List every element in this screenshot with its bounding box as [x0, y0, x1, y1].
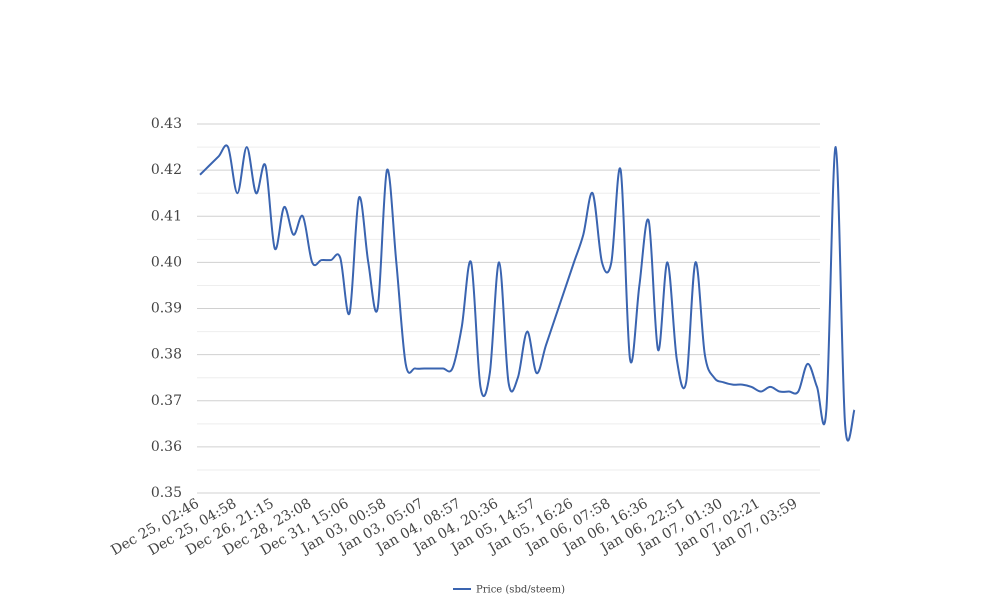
legend-label: Price (sbd/steem) — [476, 585, 565, 596]
y-tick-label: 0.42 — [151, 162, 182, 178]
y-tick-label: 0.38 — [151, 347, 182, 363]
y-tick-label: 0.35 — [151, 485, 182, 501]
y-tick-label: 0.39 — [151, 301, 182, 317]
y-tick-label: 0.36 — [151, 439, 182, 455]
y-tick-label: 0.43 — [151, 116, 182, 132]
y-tick-label: 0.41 — [151, 208, 182, 224]
y-tick-label: 0.37 — [151, 393, 182, 409]
line — [199, 144, 856, 442]
y-tick-label: 0.40 — [151, 254, 182, 270]
